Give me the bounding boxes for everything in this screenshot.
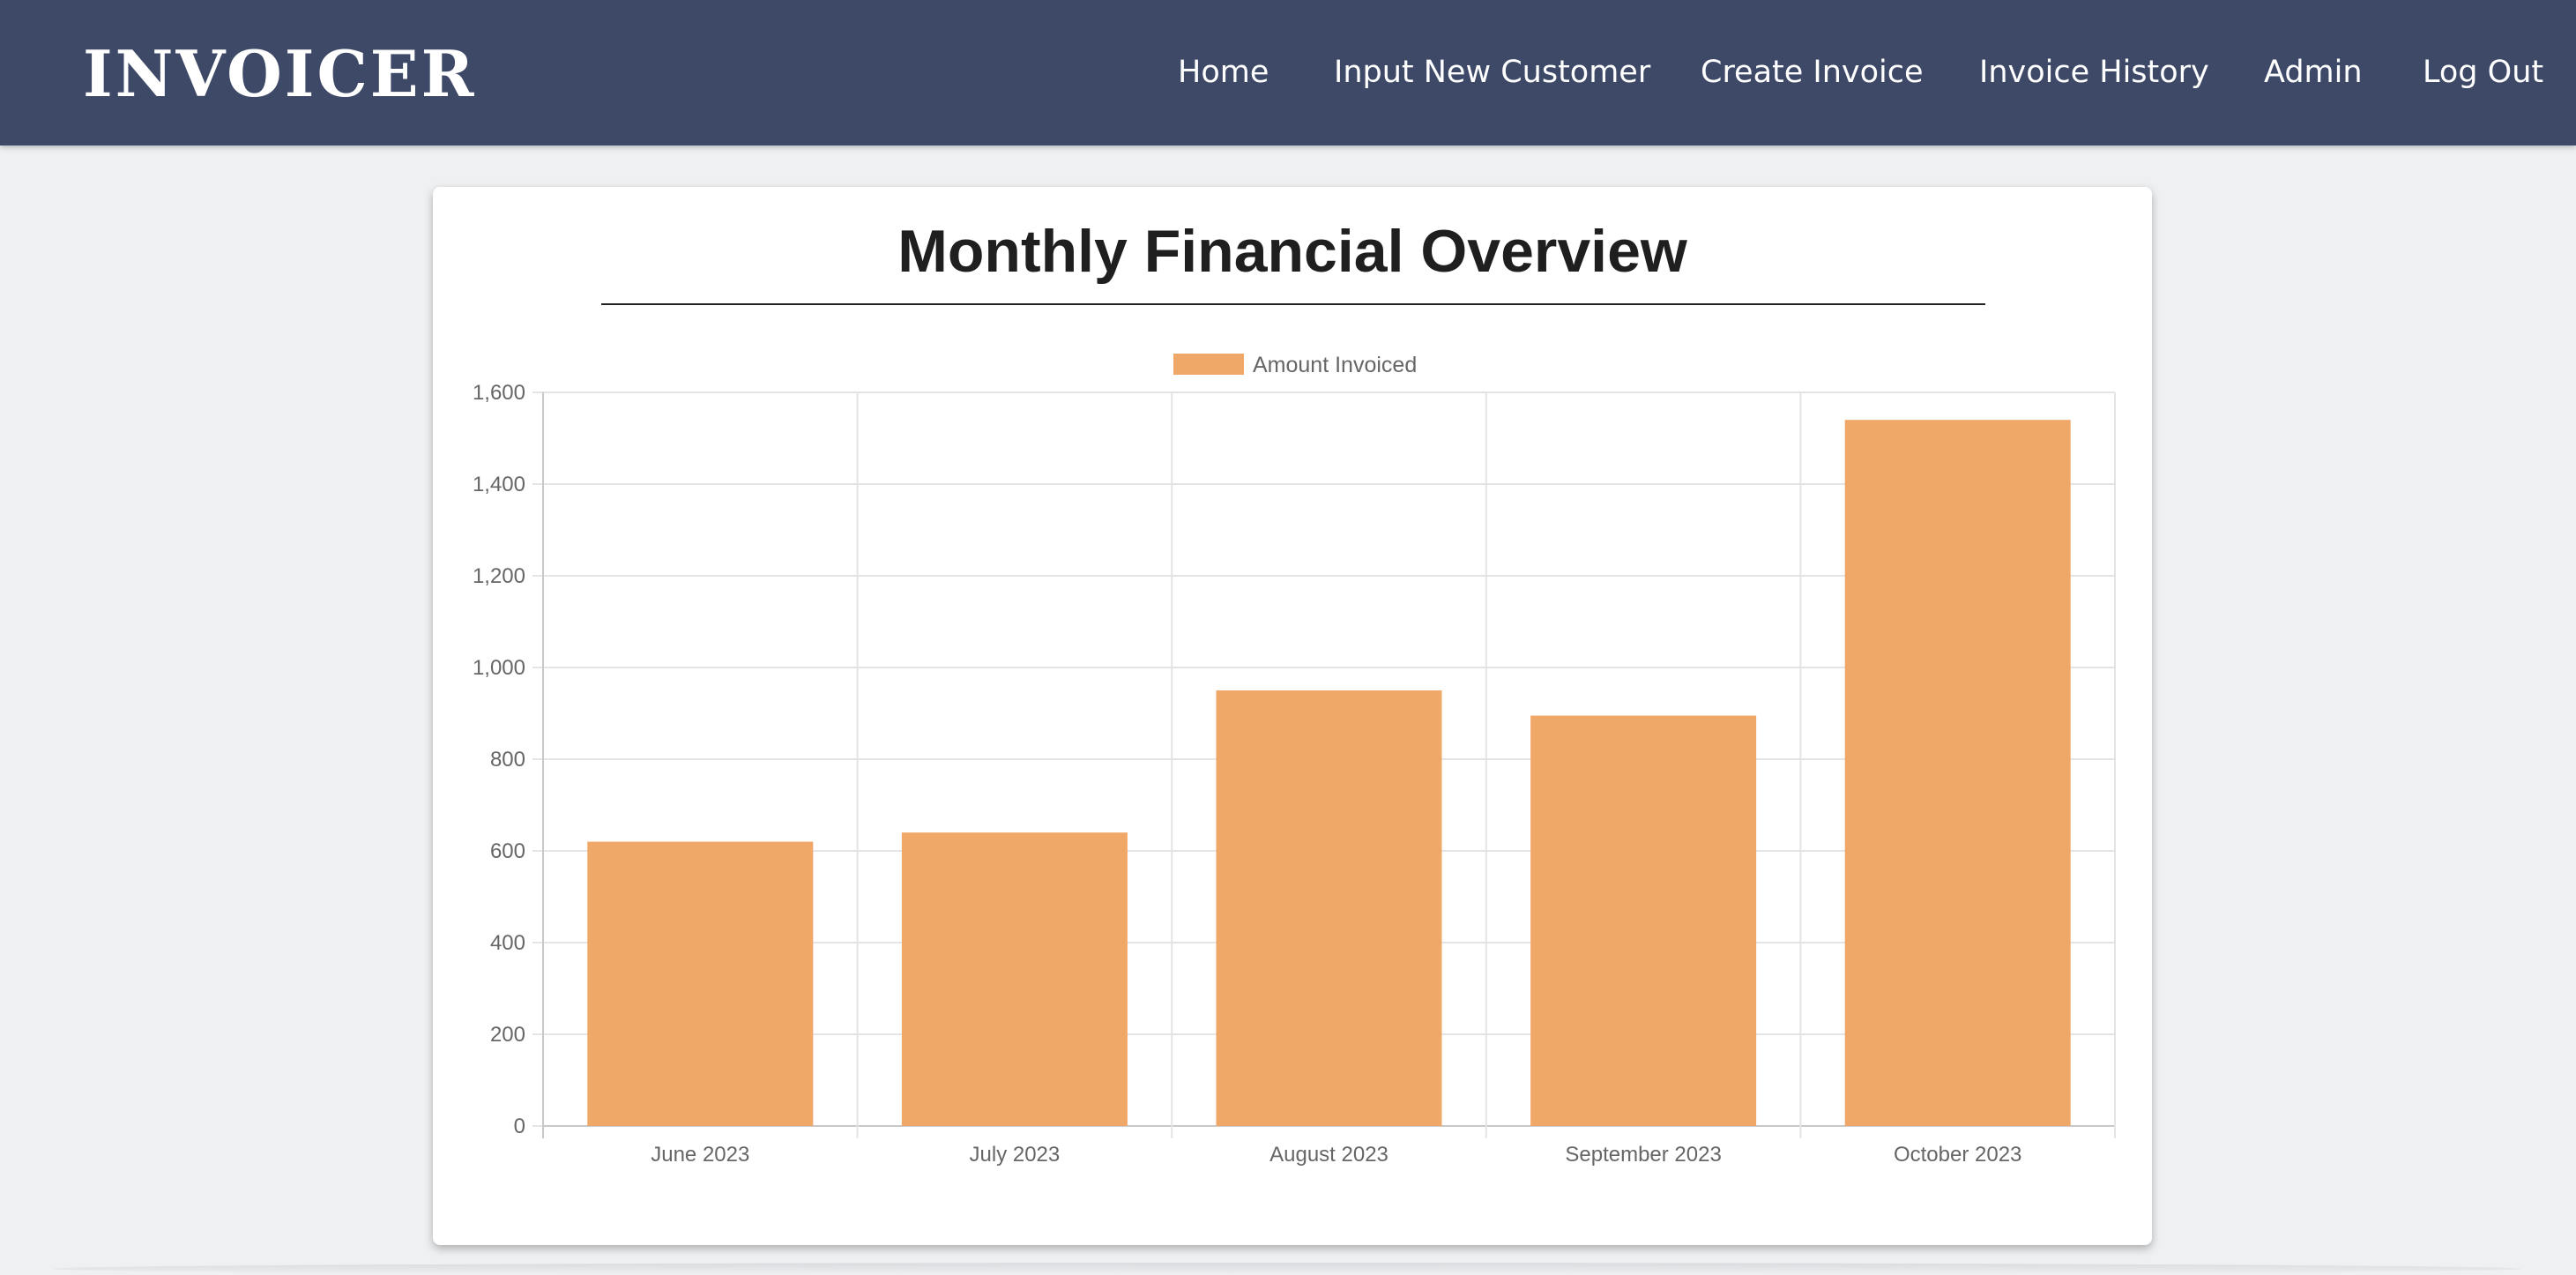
bar-july-2023 [901,832,1128,1126]
y-tick-label: 0 [514,1115,525,1138]
nav-home[interactable]: Home [1178,55,1269,90]
page-footer-shadow [53,1263,2521,1275]
page-title: Monthly Financial Overview [897,218,1687,285]
bar-june-2023 [587,841,814,1126]
nav-create-invoice[interactable]: Create Invoice [1701,55,1924,90]
y-tick-label: 800 [490,748,525,772]
legend-swatch [1173,354,1244,375]
x-tick-label: September 2023 [1565,1143,1721,1167]
nav-admin[interactable]: Admin [2264,55,2363,90]
bar-september-2023 [1530,715,1757,1126]
financial-overview-card: Monthly Financial Overview 0 200 400 600 800… [433,187,2152,1245]
nav-log-out[interactable]: Log Out [2423,55,2544,90]
x-tick-label: October 2023 [1894,1143,2021,1167]
y-tick-label: 1,400 [473,473,525,496]
x-tick-label: August 2023 [1269,1143,1389,1167]
legend-label: Amount Invoiced [1253,353,1417,377]
y-tick-label: 200 [490,1023,525,1047]
top-navbar: INVOICER Home Input New Customer Create … [0,0,2576,145]
y-tick-label: 1,600 [473,381,525,405]
app-logo[interactable]: INVOICER [83,36,477,111]
x-tick-label: July 2023 [970,1143,1061,1167]
bar-august-2023 [1216,690,1442,1126]
bar-october-2023 [1844,420,2071,1126]
title-divider [601,303,1985,305]
y-tick-label: 400 [490,931,525,955]
nav-input-new-customer[interactable]: Input New Customer [1334,55,1651,90]
bar-chart: 0 200 400 600 800 1,000 1,200 1,400 1,600 June 20… [473,353,2116,1167]
y-tick-label: 1,000 [473,656,525,680]
nav-invoice-history[interactable]: Invoice History [1979,55,2209,90]
y-tick-label: 1,200 [473,564,525,588]
y-tick-label: 600 [490,839,525,863]
x-tick-label: June 2023 [651,1143,749,1167]
